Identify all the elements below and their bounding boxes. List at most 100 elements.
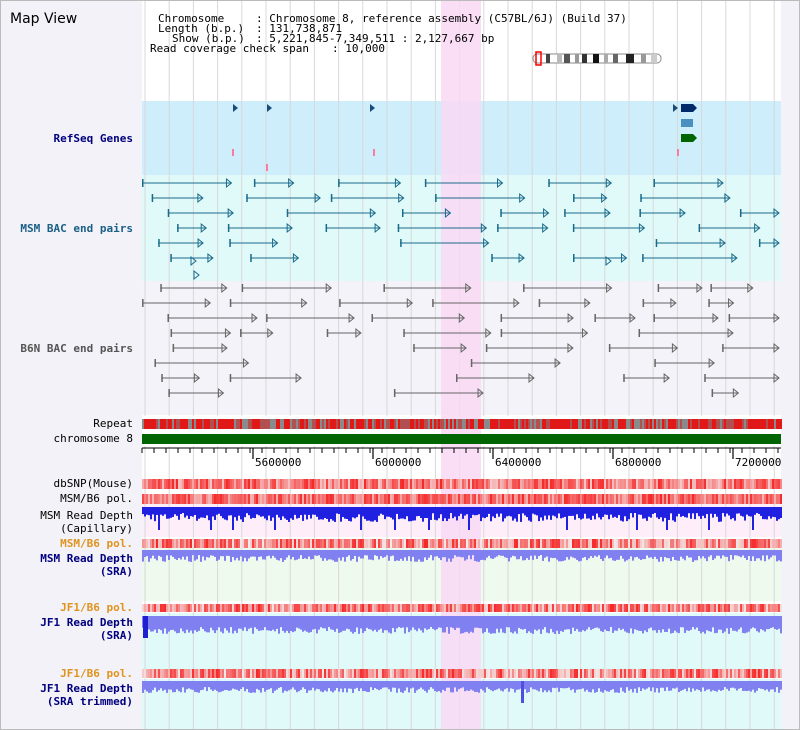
msm-capillary-depth-bar — [714, 507, 716, 514]
track-label-msm-b6-pol-2[interactable]: MSM/B6 pol. — [60, 537, 133, 550]
polymorphism-heat-mark — [374, 669, 376, 678]
track-label-jf1-b6-pol-2[interactable]: JF1/B6 pol. — [60, 667, 133, 680]
b6n-bac-pair-end — [608, 344, 611, 352]
polymorphism-heat-mark — [218, 604, 220, 612]
polymorphism-heat-mark — [662, 539, 664, 548]
msm-sra-depth-bar — [166, 550, 168, 556]
polymorphism-heat-mark — [300, 604, 302, 612]
polymorphism-heat-mark — [756, 604, 758, 612]
msm-sra-depth-bar — [600, 550, 602, 560]
msm-sra-depth-bar — [444, 550, 446, 558]
msm-sra-depth-bar — [486, 550, 488, 558]
polymorphism-heat-mark — [290, 494, 292, 504]
repeat-mark — [636, 419, 638, 429]
track-label-b6n-bac[interactable]: B6N BAC end pairs — [20, 342, 133, 355]
polymorphism-heat-mark — [506, 604, 508, 612]
polymorphism-heat-mark — [284, 669, 286, 678]
polymorphism-heat-mark — [646, 604, 648, 612]
polymorphism-heat-mark — [578, 604, 580, 612]
polymorphism-heat-mark — [624, 479, 626, 489]
jf1-trim-depth-bar — [146, 681, 148, 692]
msm-sra-depth-bar — [290, 550, 292, 560]
jf1-sra-depth-bar — [536, 616, 538, 631]
jf1-trim-depth-bar — [296, 681, 298, 693]
repeat-mark — [234, 419, 236, 429]
polymorphism-heat-mark — [322, 669, 324, 678]
track-label-msm-bac[interactable]: MSM BAC end pairs — [20, 222, 133, 235]
repeat-mark — [762, 419, 764, 429]
msm-capillary-depth-bar — [404, 507, 406, 520]
msm-bac-pair-end — [167, 209, 170, 217]
polymorphism-heat-mark — [280, 494, 282, 504]
msm-sra-depth-bar — [242, 550, 244, 562]
track-label-jf1-depth-trim[interactable]: JF1 Read Depth — [40, 682, 133, 695]
jf1-sra-depth-bar — [718, 616, 720, 630]
polymorphism-heat-mark — [604, 669, 606, 678]
msm-sra-depth-bar — [410, 550, 412, 562]
repeat-mark — [458, 419, 460, 429]
repeat-mark — [400, 419, 402, 429]
jf1-sra-depth-bar — [448, 616, 450, 634]
repeat-mark — [148, 419, 150, 429]
msm-sra-depth-bar — [710, 550, 712, 556]
msm-capillary-depth-bar — [378, 507, 380, 516]
polymorphism-heat-mark — [636, 539, 638, 548]
polymorphism-heat-mark — [432, 539, 434, 548]
polymorphism-heat-mark — [250, 494, 252, 504]
jf1-trim-depth-bar — [470, 681, 472, 690]
msm-sra-depth-bar — [150, 550, 152, 559]
polymorphism-heat-mark — [740, 539, 742, 548]
jf1-trim-depth-bar — [400, 681, 402, 693]
track-label-refseq[interactable]: RefSeq Genes — [53, 132, 133, 145]
polymorphism-heat-mark — [618, 604, 620, 612]
jf1-trim-depth-bar — [568, 681, 570, 688]
jf1-sra-depth-bar — [776, 616, 778, 630]
jf1-sra-depth-bar — [730, 616, 732, 628]
msm-capillary-depth-bar — [638, 507, 640, 515]
track-label-msm-b6-pol-1[interactable]: MSM/B6 pol. — [60, 492, 133, 505]
msm-sra-depth-bar — [212, 550, 214, 556]
msm-capillary-depth-bar — [750, 507, 752, 517]
track-label-jf1-b6-pol-1[interactable]: JF1/B6 pol. — [60, 601, 133, 614]
polymorphism-heat-mark — [674, 604, 676, 612]
track-label-repeat[interactable]: Repeat — [93, 417, 133, 430]
b6n-bac-pair-end — [172, 344, 175, 352]
polymorphism-heat-mark — [176, 494, 178, 504]
msm-capillary-depth-bar — [174, 507, 176, 515]
track-label-msm-depth-cap[interactable]: MSM Read Depth — [40, 509, 133, 522]
track-label-dbsnp[interactable]: dbSNP(Mouse) — [53, 477, 133, 490]
msm-sra-depth-bar — [636, 550, 638, 557]
polymorphism-heat-mark — [464, 669, 466, 678]
polymorphism-heat-mark — [608, 479, 610, 489]
polymorphism-heat-mark — [556, 604, 558, 612]
polymorphism-heat-mark — [416, 494, 418, 504]
msm-sra-depth-bar — [690, 550, 692, 558]
track-label-chromosome[interactable]: chromosome 8 — [53, 432, 133, 445]
msm-bac-pair-end — [197, 237, 204, 249]
polymorphism-heat-mark — [596, 604, 598, 612]
chromosome-bar — [142, 434, 781, 444]
msm-sra-depth-bar — [450, 550, 452, 562]
msm-sra-depth-bar — [620, 550, 622, 556]
msm-sra-depth-bar — [436, 550, 438, 557]
track-label-msm-depth-sra[interactable]: MSM Read Depth — [40, 552, 133, 565]
jf1-trim-depth-bar — [214, 681, 216, 690]
polymorphism-heat-mark — [276, 479, 278, 489]
b6n-bac-pair-end — [325, 282, 333, 294]
polymorphism-heat-mark — [550, 479, 552, 489]
polymorphism-heat-mark — [578, 539, 580, 548]
b6n-bac-pair-end — [538, 299, 541, 307]
repeat-mark — [640, 419, 642, 429]
msm-capillary-depth-bar — [670, 507, 672, 514]
track-label-jf1-depth-sra[interactable]: JF1 Read Depth — [40, 616, 133, 629]
polymorphism-heat-mark — [284, 479, 286, 489]
jf1-sra-depth-bar — [538, 616, 540, 630]
polymorphism-heat-mark — [628, 669, 630, 678]
polymorphism-heat-mark — [756, 669, 758, 678]
polymorphism-heat-mark — [326, 604, 328, 612]
polymorphism-heat-mark — [486, 479, 488, 489]
msm-sra-depth-bar — [748, 550, 750, 556]
polymorphism-heat-mark — [416, 604, 418, 612]
